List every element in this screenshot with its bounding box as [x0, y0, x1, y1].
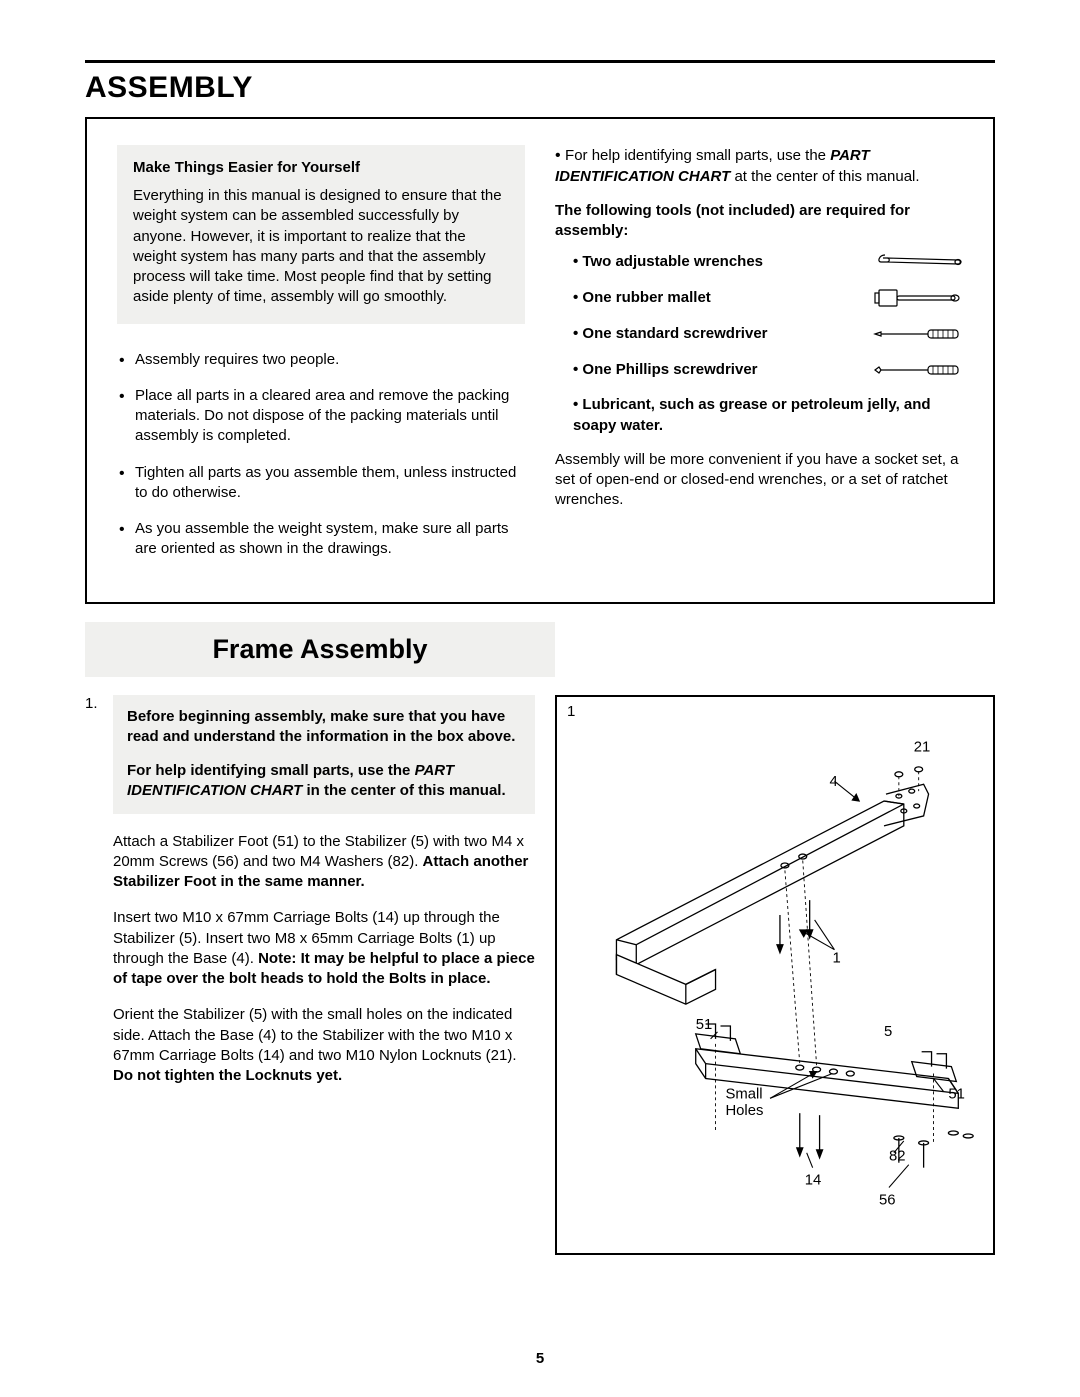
left-column: Make Things Easier for Yourself Everythi…: [117, 145, 525, 576]
intro-box: Make Things Easier for Yourself Everythi…: [117, 145, 525, 324]
label-1: 1: [832, 950, 840, 966]
tool-item: Two adjustable wrenches: [573, 251, 963, 273]
step-para-1: Attach a Stabilizer Foot (51) to the Sta…: [113, 832, 535, 893]
closing-text: Assembly will be more convenient if you …: [555, 450, 963, 511]
tool-label: Lubricant, such as grease or petroleum j…: [573, 395, 963, 436]
page-number: 5: [0, 1350, 1080, 1367]
page-title: ASSEMBLY: [85, 71, 995, 105]
label-51b: 51: [948, 1086, 965, 1102]
tools-heading: The following tools (not included) are r…: [555, 201, 963, 242]
mallet-icon: [873, 287, 963, 309]
assembly-info-box: Make Things Easier for Yourself Everythi…: [85, 117, 995, 604]
label-holes: Holes: [725, 1103, 763, 1119]
label-51a: 51: [696, 1016, 713, 1032]
top-rule: [85, 60, 995, 63]
tool-label: One rubber mallet: [573, 288, 711, 308]
phillips-icon: [873, 359, 963, 381]
tool-label: One standard screwdriver: [573, 324, 768, 344]
text: in the center of this manual.: [302, 782, 505, 799]
label-56: 56: [879, 1192, 896, 1208]
text: For help identifying small parts, use th…: [565, 147, 830, 164]
wrench-icon: [873, 251, 963, 273]
intro-body: Everything in this manual is designed to…: [133, 186, 509, 308]
pre-assembly-note: Before beginning assembly, make sure tha…: [113, 695, 535, 814]
step-para-2: Insert two M10 x 67mm Carriage Bolts (14…: [113, 908, 535, 989]
figure-column: 1: [555, 695, 995, 1255]
bullet-item: Tighten all parts as you assemble them, …: [135, 463, 525, 504]
tool-item: One standard screwdriver: [573, 323, 963, 345]
tool-item: One rubber mallet: [573, 287, 963, 309]
frame-assembly-row: 1. Before beginning assembly, make sure …: [85, 695, 995, 1255]
text: at the center of this manual.: [730, 168, 919, 185]
tools-list: Two adjustable wrenches One rubber malle…: [555, 251, 963, 436]
step-text-column: 1. Before beginning assembly, make sure …: [85, 695, 535, 1103]
bullet-item: Assembly requires two people.: [135, 350, 525, 370]
flathead-icon: [873, 323, 963, 345]
pre-note-p2: For help identifying small parts, use th…: [127, 761, 521, 802]
label-4: 4: [829, 774, 837, 790]
step-number: 1.: [85, 695, 103, 1103]
tool-item: Lubricant, such as grease or petroleum j…: [573, 395, 963, 436]
tool-label: Two adjustable wrenches: [573, 252, 763, 272]
tool-label: One Phillips screwdriver: [573, 360, 758, 380]
text-bold: Do not tighten the Locknuts yet.: [113, 1067, 342, 1084]
tool-item: One Phillips screwdriver: [573, 359, 963, 381]
pre-note-p1: Before beginning assembly, make sure tha…: [127, 707, 521, 748]
label-5: 5: [884, 1023, 892, 1039]
label-small: Small: [725, 1086, 762, 1102]
label-21: 21: [914, 739, 931, 755]
left-bullets: Assembly requires two people. Place all …: [117, 350, 525, 560]
bullet-item: Place all parts in a cleared area and re…: [135, 386, 525, 447]
text: For help identifying small parts, use th…: [127, 762, 415, 779]
assembly-diagram: 21 4 1 51 5 51 Small Holes 14 82 56: [557, 697, 993, 1252]
text: Orient the Stabilizer (5) with the small…: [113, 1006, 517, 1064]
step-para-3: Orient the Stabilizer (5) with the small…: [113, 1005, 535, 1086]
label-82: 82: [889, 1148, 906, 1164]
figure-1-box: 1: [555, 695, 995, 1255]
right-column: • For help identifying small parts, use …: [555, 145, 963, 576]
frame-assembly-title: Frame Assembly: [85, 622, 555, 677]
parts-help-text: • For help identifying small parts, use …: [555, 145, 963, 187]
bullet-item: As you assemble the weight system, make …: [135, 519, 525, 560]
intro-title: Make Things Easier for Yourself: [133, 159, 509, 176]
label-14: 14: [805, 1172, 822, 1188]
